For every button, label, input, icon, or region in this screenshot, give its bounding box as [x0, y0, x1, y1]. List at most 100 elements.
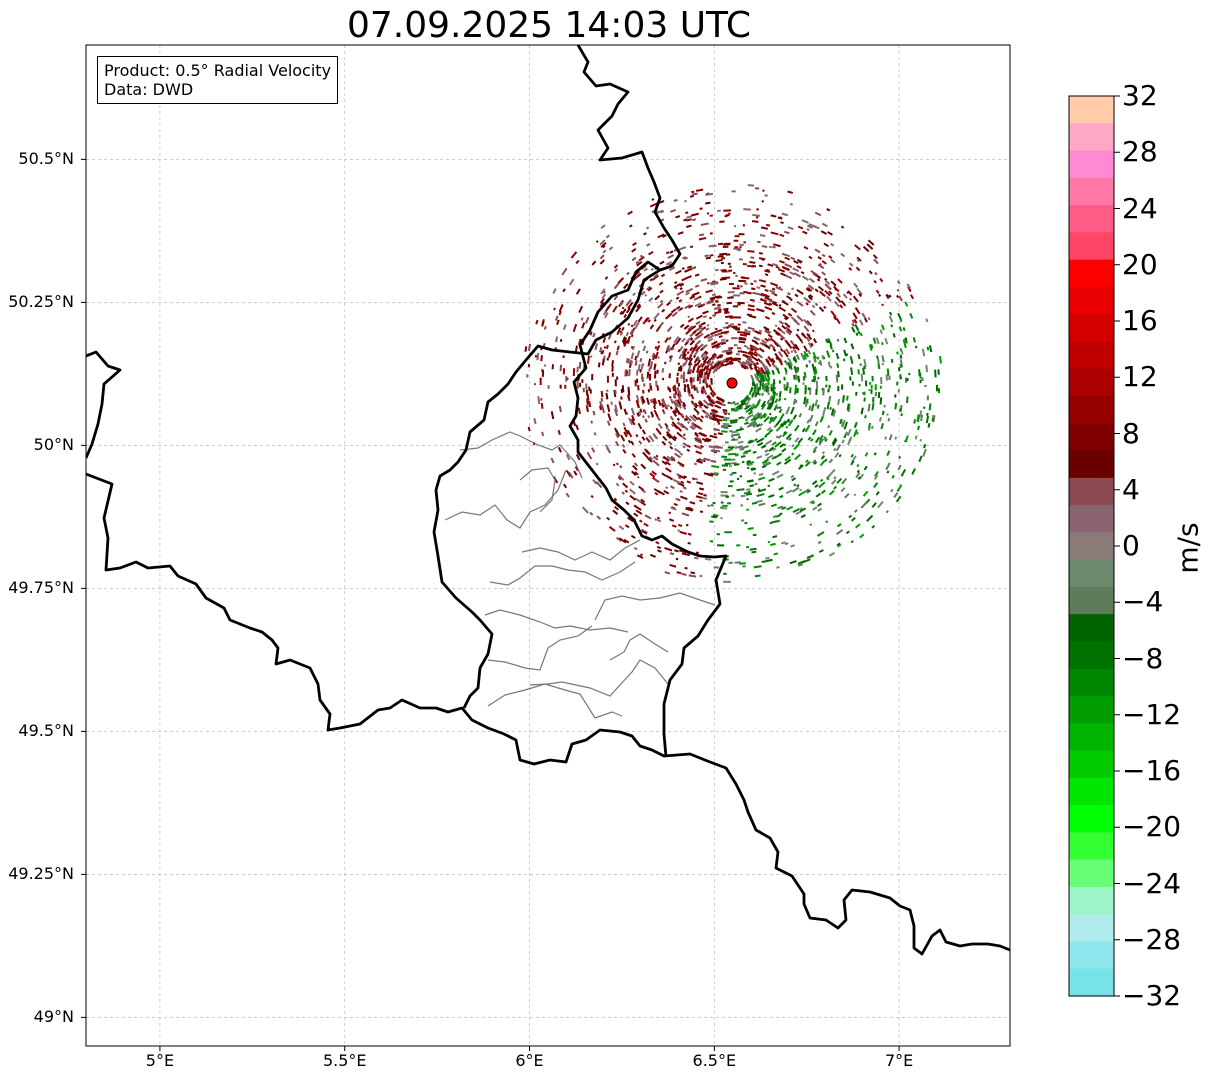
echo-pixel — [808, 405, 812, 411]
echo-pixel — [634, 355, 638, 361]
echo-pixel — [754, 330, 762, 335]
echo-pixel — [764, 194, 768, 197]
echo-pixel — [833, 447, 837, 452]
echo-pixel — [664, 547, 673, 552]
echo-pixel — [706, 472, 714, 477]
echo-pixel — [622, 482, 629, 489]
echo-pixel — [809, 554, 814, 558]
echo-pixel — [606, 303, 612, 310]
echo-pixel — [779, 216, 782, 219]
echo-pixel — [710, 280, 718, 285]
echo-pixel — [677, 529, 681, 532]
echo-pixel — [643, 232, 647, 236]
echo-pixel — [846, 291, 850, 295]
echo-pixel — [720, 341, 727, 346]
echo-pixel — [691, 477, 696, 481]
echo-pixel — [670, 308, 677, 314]
echo-pixel — [630, 352, 635, 360]
echo-pixel — [630, 360, 634, 365]
echo-pixel — [657, 340, 661, 344]
echo-pixel — [601, 405, 605, 414]
echo-pixel — [575, 453, 581, 461]
echo-pixel — [826, 477, 830, 481]
echo-pixel — [829, 406, 832, 410]
echo-pixel — [707, 504, 711, 508]
colorbar-tick-label: 4 — [1122, 472, 1140, 506]
echo-pixel — [863, 465, 868, 471]
echo-pixel — [718, 355, 723, 359]
echo-pixel — [824, 289, 831, 297]
colorbar-segment — [1069, 505, 1114, 533]
radar-echoes — [524, 184, 942, 583]
echo-pixel — [673, 384, 677, 392]
echo-pixel — [695, 363, 699, 367]
echo-pixel — [671, 311, 678, 318]
echo-pixel — [721, 349, 727, 353]
echo-pixel — [761, 464, 767, 469]
echo-pixel — [695, 188, 704, 192]
echo-pixel — [578, 361, 582, 369]
echo-pixel — [605, 344, 609, 350]
echo-pixel — [775, 286, 784, 291]
echo-pixel — [684, 348, 688, 352]
echo-pixel — [840, 487, 846, 493]
echo-pixel — [790, 474, 795, 479]
echo-pixel — [793, 344, 798, 350]
echo-pixel — [756, 493, 765, 498]
echo-pixel — [768, 344, 772, 348]
echo-pixel — [763, 366, 768, 371]
echo-pixel — [850, 453, 854, 458]
echo-pixel — [835, 352, 840, 360]
echo-pixel — [704, 557, 712, 561]
echo-pixel — [834, 452, 840, 459]
lat-tick-label: 49.75°N — [8, 578, 74, 598]
echo-pixel — [753, 366, 760, 375]
echo-pixel — [758, 488, 767, 493]
echo-pixel — [897, 464, 902, 471]
echo-pixel — [663, 361, 667, 365]
echo-pixel — [867, 239, 875, 246]
echo-pixel — [813, 446, 818, 452]
echo-pixel — [640, 463, 647, 470]
echo-pixel — [768, 299, 774, 304]
colorbar-tick-label: 8 — [1122, 416, 1140, 450]
echo-pixel — [773, 552, 779, 556]
echo-pixel — [763, 387, 767, 392]
echo-pixel — [656, 209, 664, 215]
echo-pixel — [792, 508, 800, 514]
echo-pixel — [771, 357, 776, 364]
echo-pixel — [750, 467, 755, 471]
echo-pixel — [818, 438, 823, 444]
echo-pixel — [662, 411, 666, 415]
echo-pixel — [625, 358, 629, 364]
echo-pixel — [666, 344, 671, 350]
echo-pixel — [674, 286, 678, 290]
echo-pixel — [794, 399, 798, 404]
echo-pixel — [823, 436, 827, 440]
echo-pixel — [585, 405, 590, 413]
echo-pixel — [621, 326, 625, 332]
colorbar-segment — [1069, 532, 1114, 561]
echo-pixel — [672, 386, 675, 392]
echo-pixel — [676, 305, 681, 310]
echo-pixel — [705, 327, 710, 331]
echo-pixel — [919, 438, 922, 442]
echo-pixel — [938, 355, 942, 364]
echo-pixel — [754, 401, 761, 409]
echo-pixel — [637, 363, 641, 371]
echo-pixel — [900, 413, 903, 417]
echo-pixel — [751, 339, 758, 344]
echo-pixel — [758, 251, 763, 255]
echo-pixel — [761, 392, 764, 397]
echo-pixel — [698, 236, 707, 241]
echo-pixel — [712, 280, 716, 283]
echo-pixel — [827, 231, 833, 236]
echo-pixel — [687, 325, 694, 331]
echo-pixel — [698, 343, 704, 349]
echo-pixel — [700, 415, 705, 419]
radar-site-marker — [726, 377, 738, 389]
echo-pixel — [775, 425, 782, 432]
echo-pixel — [627, 394, 631, 402]
echo-pixel — [821, 271, 826, 276]
echo-pixel — [612, 463, 616, 467]
